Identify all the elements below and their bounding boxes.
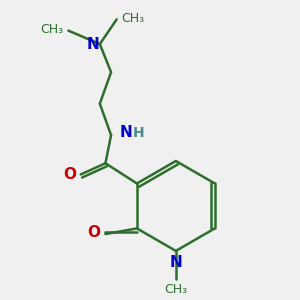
Text: O: O <box>87 225 100 240</box>
Text: N: N <box>120 125 133 140</box>
Text: CH₃: CH₃ <box>121 12 144 25</box>
Text: CH₃: CH₃ <box>41 23 64 36</box>
Text: H: H <box>132 126 144 140</box>
Text: N: N <box>87 37 100 52</box>
Text: CH₃: CH₃ <box>164 284 188 296</box>
Text: N: N <box>169 255 182 270</box>
Text: O: O <box>63 167 76 182</box>
